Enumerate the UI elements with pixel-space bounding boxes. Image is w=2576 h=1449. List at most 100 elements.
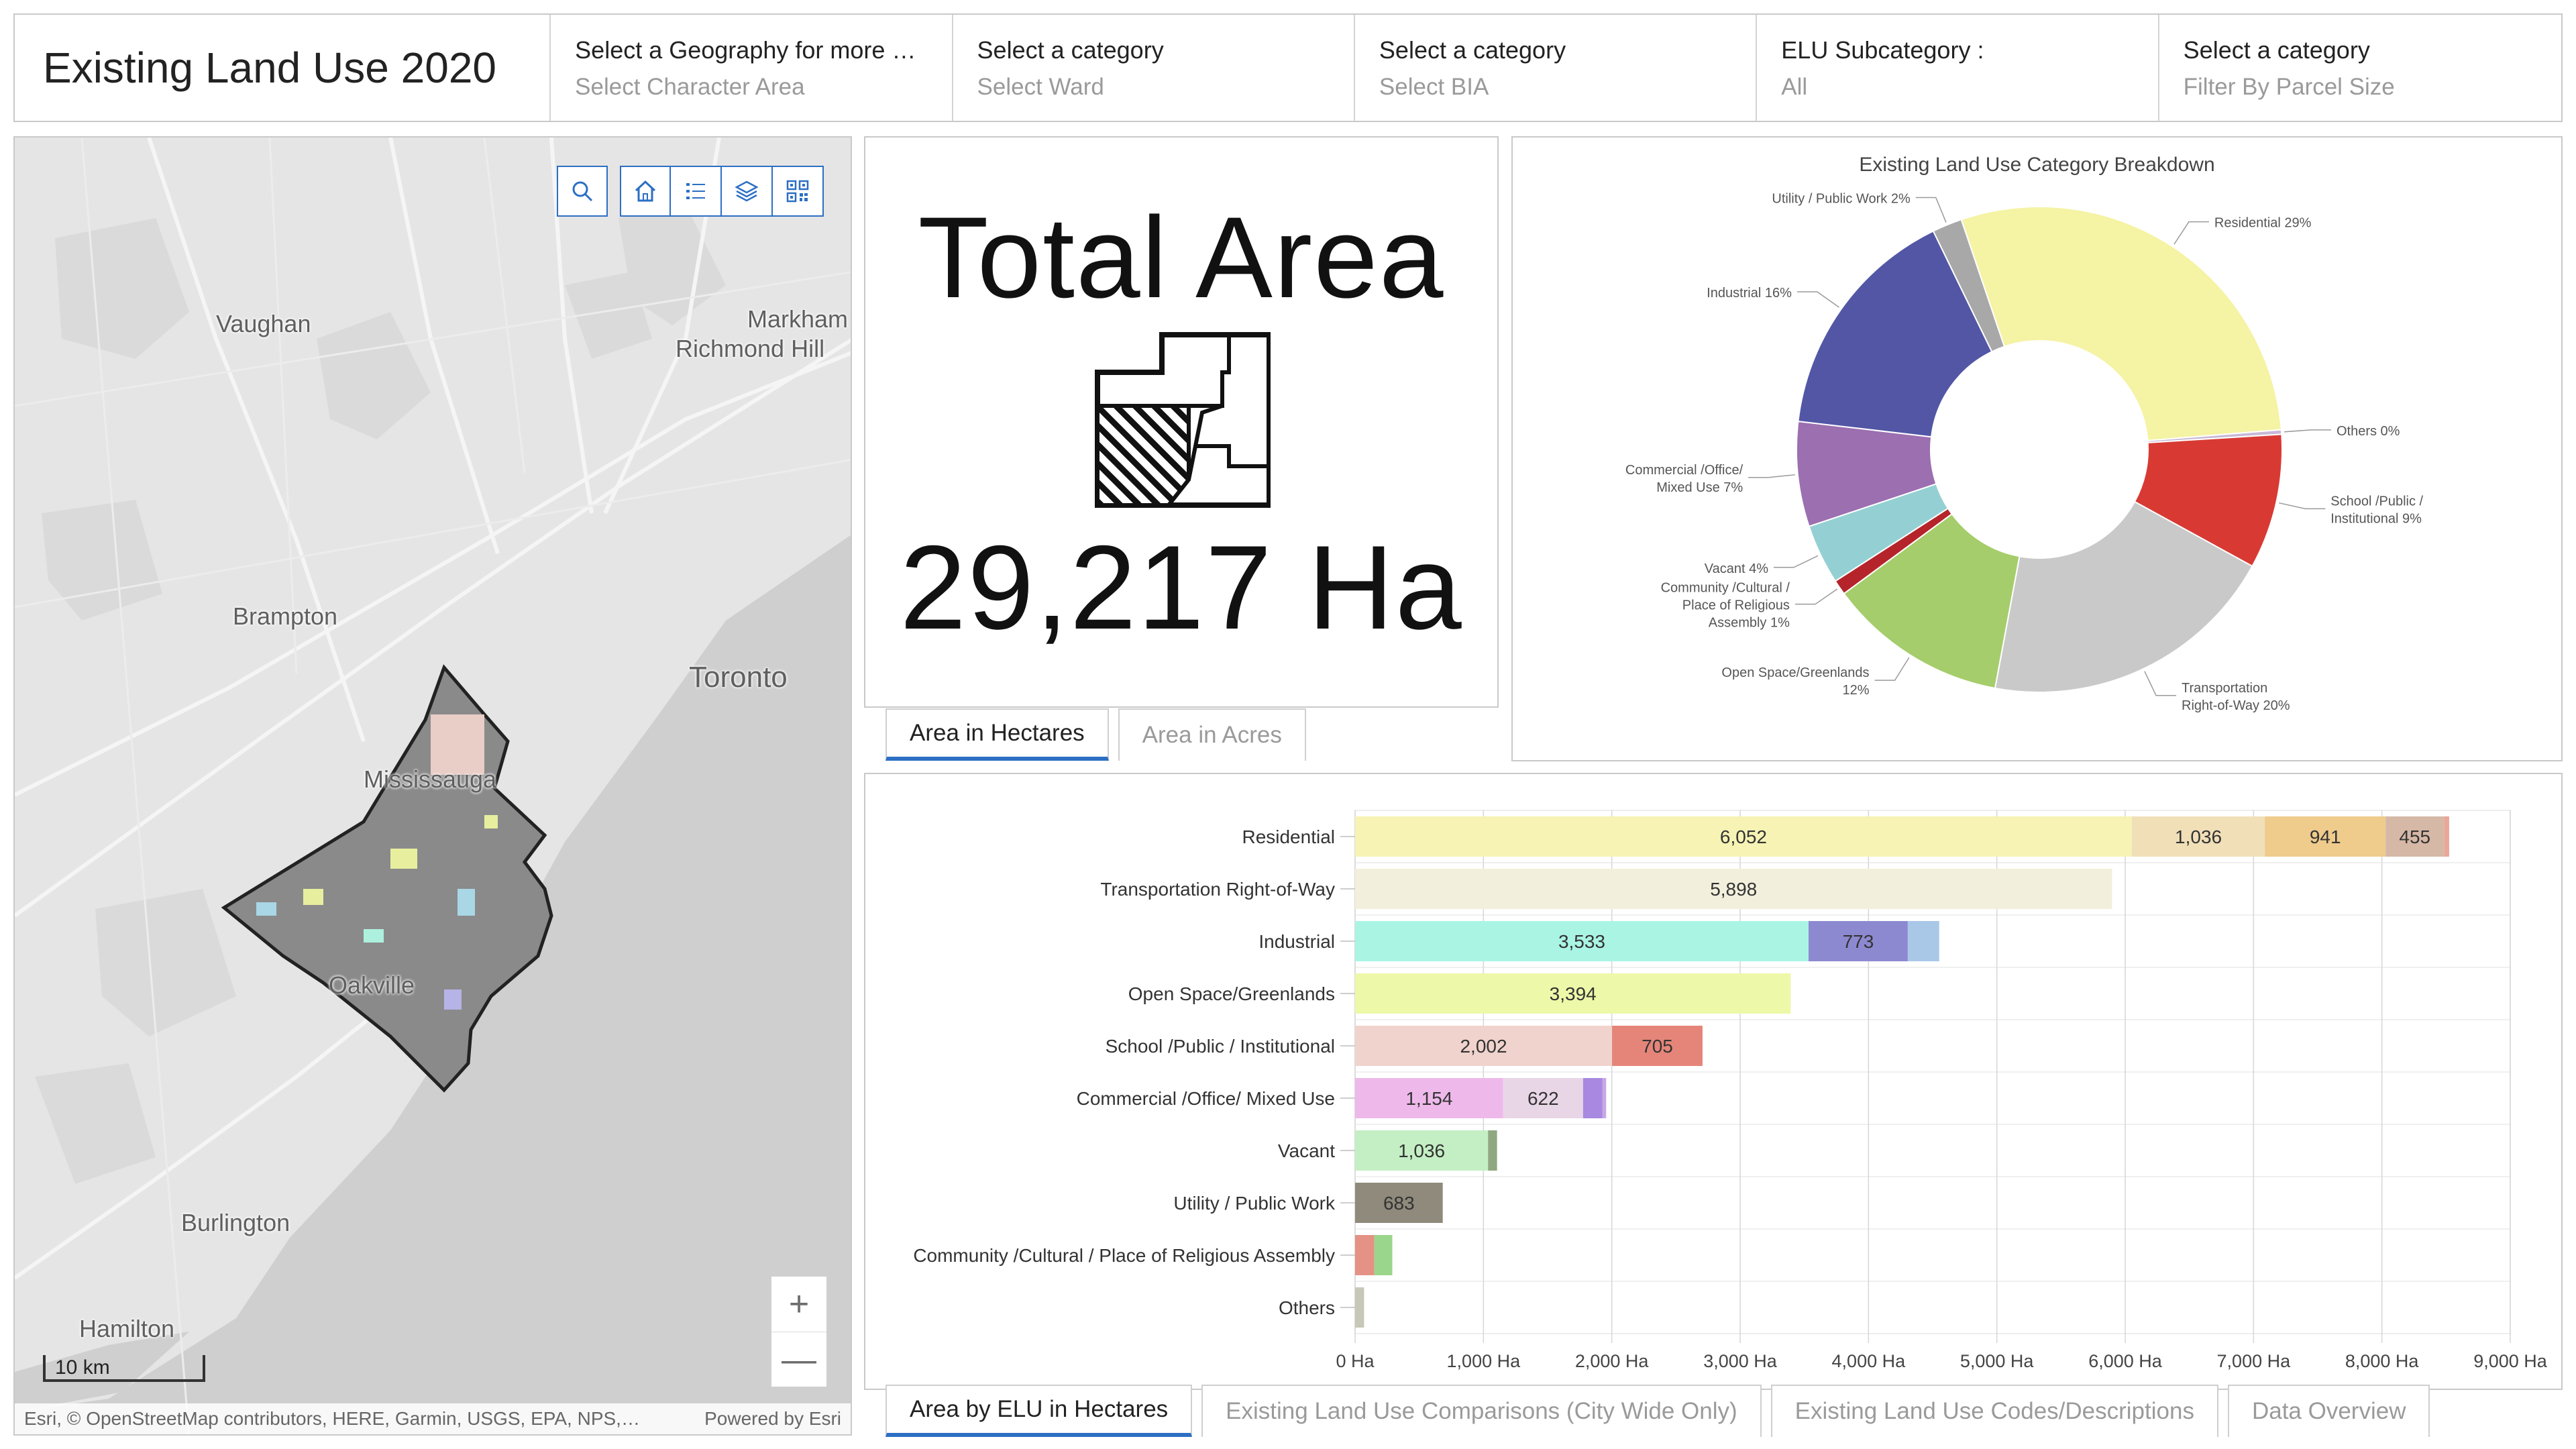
donut-leader-line [2284,429,2331,433]
donut-leader-line [1796,291,1839,308]
legend-list-icon [686,183,705,199]
bar-segment[interactable] [1503,1078,1583,1118]
map-label-hamilton: Hamilton [79,1315,175,1342]
bar-segment[interactable] [1355,1130,1489,1171]
elu-subcategory-selector[interactable]: ELU Subcategory : All [1757,15,2159,121]
tab-elu-codes[interactable]: Existing Land Use Codes/Descriptions [1770,1385,2218,1437]
category-breakdown-card: Existing Land Use Category Breakdown Uti… [1511,136,2563,761]
bar-segment[interactable] [1374,1235,1393,1275]
bia-selector[interactable]: Select a category Select BIA [1355,15,1758,121]
map-label-toronto: Toronto [689,661,788,694]
tab-area-by-elu[interactable]: Area by ELU in Hectares [885,1385,1193,1437]
donut-slice[interactable] [1960,206,2282,441]
zoom-in-button[interactable]: + [788,1285,810,1324]
donut-slice-label: Transportation Right-of-Way 20% [2182,681,2290,713]
total-area-card: Total Area 29,217 Ha [864,136,1499,708]
map-view[interactable]: Vaughan Markham Richmond Hill Brampton T… [13,136,852,1436]
selector-value: All [1781,74,1808,100]
bar-segment[interactable] [1355,1026,1613,1066]
bar-segment[interactable] [2385,816,2445,857]
bar-segment[interactable] [1808,921,1908,961]
zoom-out-button[interactable]: — [771,1332,826,1387]
area-by-elu-card: 0 Ha 1,000 Ha 2,000 Ha 3,000 Ha 4,000 Ha 5,00… [864,773,2563,1390]
bar-segment[interactable] [1355,1287,1364,1328]
selector-value: Select Character Area [575,74,805,100]
category-label: Utility / Public Work [1173,1193,1336,1214]
search-icon [572,181,593,202]
donut-slice-label: Community /Cultural / Place of Religious A… [1661,581,1790,631]
x-tick-label: 3,000 Ha [1703,1351,1778,1371]
home-button[interactable] [620,166,671,217]
tab-area-hectares[interactable]: Area in Hectares [885,708,1109,761]
bar-segment[interactable] [2444,816,2449,857]
map-label-richmond-hill: Richmond Hill [676,335,825,362]
selector-label: Select a category [2183,36,2370,64]
bar-segment[interactable] [2131,816,2265,857]
donut-slice[interactable] [1797,230,1993,438]
donut-slice-label: Commercial /Office/Mixed Use 7% [1625,463,1743,495]
bar-value-label: 3,394 [1550,983,1597,1004]
bar-segment[interactable] [1355,921,1809,961]
land-parcel-icon [1095,332,1271,508]
map-label-vaughan: Vaughan [216,310,311,337]
donut-slice[interactable] [1994,500,2253,693]
selector-label: Select a Geography for more … [575,36,916,64]
layers-icon [735,180,759,202]
search-button[interactable] [557,166,608,217]
bar-segment[interactable] [2265,816,2386,857]
bar-value-label: 1,036 [2175,826,2222,847]
parcel-size-selector[interactable]: Select a category Filter By Parcel Size [2159,15,2561,121]
bar-value-label: 683 [1383,1193,1415,1214]
bar-value-label: 2,002 [1460,1036,1507,1057]
bar-value-label: 6,052 [1720,826,1767,847]
x-tick-label: 1,000 Ha [1447,1351,1521,1371]
x-tick-label: 4,000 Ha [1832,1351,1907,1371]
donut-slice[interactable] [1843,513,2021,690]
bar-segment[interactable] [1355,1235,1375,1275]
bar-value-label: 1,154 [1405,1088,1452,1109]
bar-segment[interactable] [1612,1026,1703,1066]
bar-segment[interactable] [1602,1078,1607,1118]
legend-button[interactable] [671,166,722,217]
layers-button[interactable] [722,166,773,217]
map-toolbar [620,166,824,217]
bar-segment[interactable] [1355,869,2112,909]
attribution-text: Esri, © OpenStreetMap contributors, HERE… [24,1408,640,1429]
bar-value-label: 622 [1527,1088,1559,1109]
category-label: Industrial [1258,931,1335,952]
donut-leader-line [2144,671,2177,696]
tab-elu-comparisons[interactable]: Existing Land Use Comparisons (City Wide… [1201,1385,1762,1437]
bar-segment[interactable] [1582,1078,1603,1118]
x-tick-label: 5,000 Ha [1960,1351,2035,1371]
x-tick-label: 2,000 Ha [1575,1351,1650,1371]
x-tick-label: 6,000 Ha [2088,1351,2163,1371]
map-label-oakville: Oakville [329,971,415,999]
bar-segment[interactable] [1355,973,1791,1014]
donut-slice-label: Residential 29% [2214,216,2312,231]
donut-slice-label: School /Public / Institutional 9% [2330,494,2423,526]
selector-label: Select a category [1379,36,1566,64]
bar-segment[interactable] [1355,1078,1503,1118]
ward-selector[interactable]: Select a category Select Ward [953,15,1355,121]
bar-value-label: 705 [1642,1036,1673,1057]
tab-area-acres[interactable]: Area in Acres [1118,708,1306,761]
tab-data-overview[interactable]: Data Overview [2227,1385,2430,1437]
donut-leader-line [2174,221,2209,245]
category-label: Open Space/Greenlands [1128,983,1335,1004]
zoom-control: + — [771,1276,827,1387]
geography-selector[interactable]: Select a Geography for more … Select Cha… [551,15,953,121]
total-area-value: 29,217 Ha [900,521,1463,654]
bar-segment[interactable] [1488,1130,1497,1171]
area-unit-tabs: Area in Hectares Area in Acres [885,708,1306,761]
map-attribution: Esri, © OpenStreetMap contributors, HERE… [15,1403,851,1434]
bar-value-label: 941 [2310,826,2341,847]
powered-by-esri[interactable]: Powered by Esri [704,1408,841,1429]
qr-code-button[interactable] [773,166,824,217]
bar-segment[interactable] [1355,816,2132,857]
map-label-brampton: Brampton [233,602,338,630]
selector-value: Select Ward [977,74,1104,100]
x-tick-label: 0 Ha [1336,1351,1375,1371]
bar-segment[interactable] [1907,921,1939,961]
donut-slice-label: Vacant 4% [1705,561,1768,576]
bar-segment[interactable] [1355,1183,1443,1223]
